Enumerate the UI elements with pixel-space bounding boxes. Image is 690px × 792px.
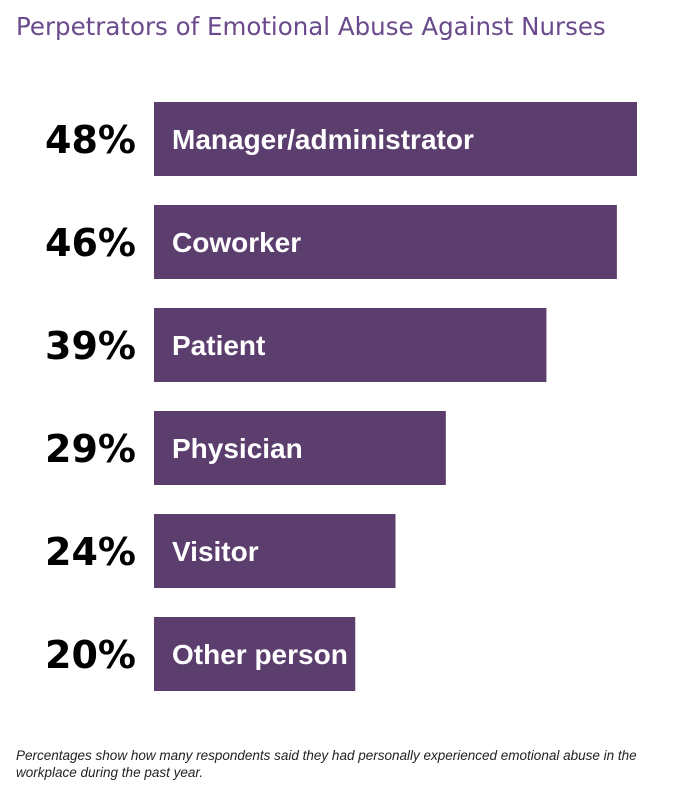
chart-title: Perpetrators of Emotional Abuse Against … <box>16 12 606 41</box>
bar-patient <box>154 308 547 382</box>
value-label-manager-administrator: 48% <box>45 118 136 162</box>
bar-other-person <box>154 617 356 691</box>
value-label-visitor: 24% <box>45 530 136 574</box>
bar-manager-administrator <box>154 102 637 176</box>
category-label-coworker: Coworker <box>172 227 301 258</box>
value-label-physician: 29% <box>45 427 136 471</box>
category-label-visitor: Visitor <box>172 536 259 567</box>
category-label-manager-administrator: Manager/administrator <box>172 124 474 155</box>
category-label-patient: Patient <box>172 330 265 361</box>
category-label-other-person: Other person <box>172 639 348 670</box>
value-label-patient: 39% <box>45 324 136 368</box>
value-label-coworker: 46% <box>45 221 136 265</box>
value-label-other-person: 20% <box>45 633 136 677</box>
bar-physician <box>154 411 446 485</box>
bar-visitor <box>154 514 396 588</box>
bar-coworker <box>154 205 617 279</box>
footnote: Percentages show how many respondents sa… <box>16 748 637 780</box>
category-label-physician: Physician <box>172 433 303 464</box>
